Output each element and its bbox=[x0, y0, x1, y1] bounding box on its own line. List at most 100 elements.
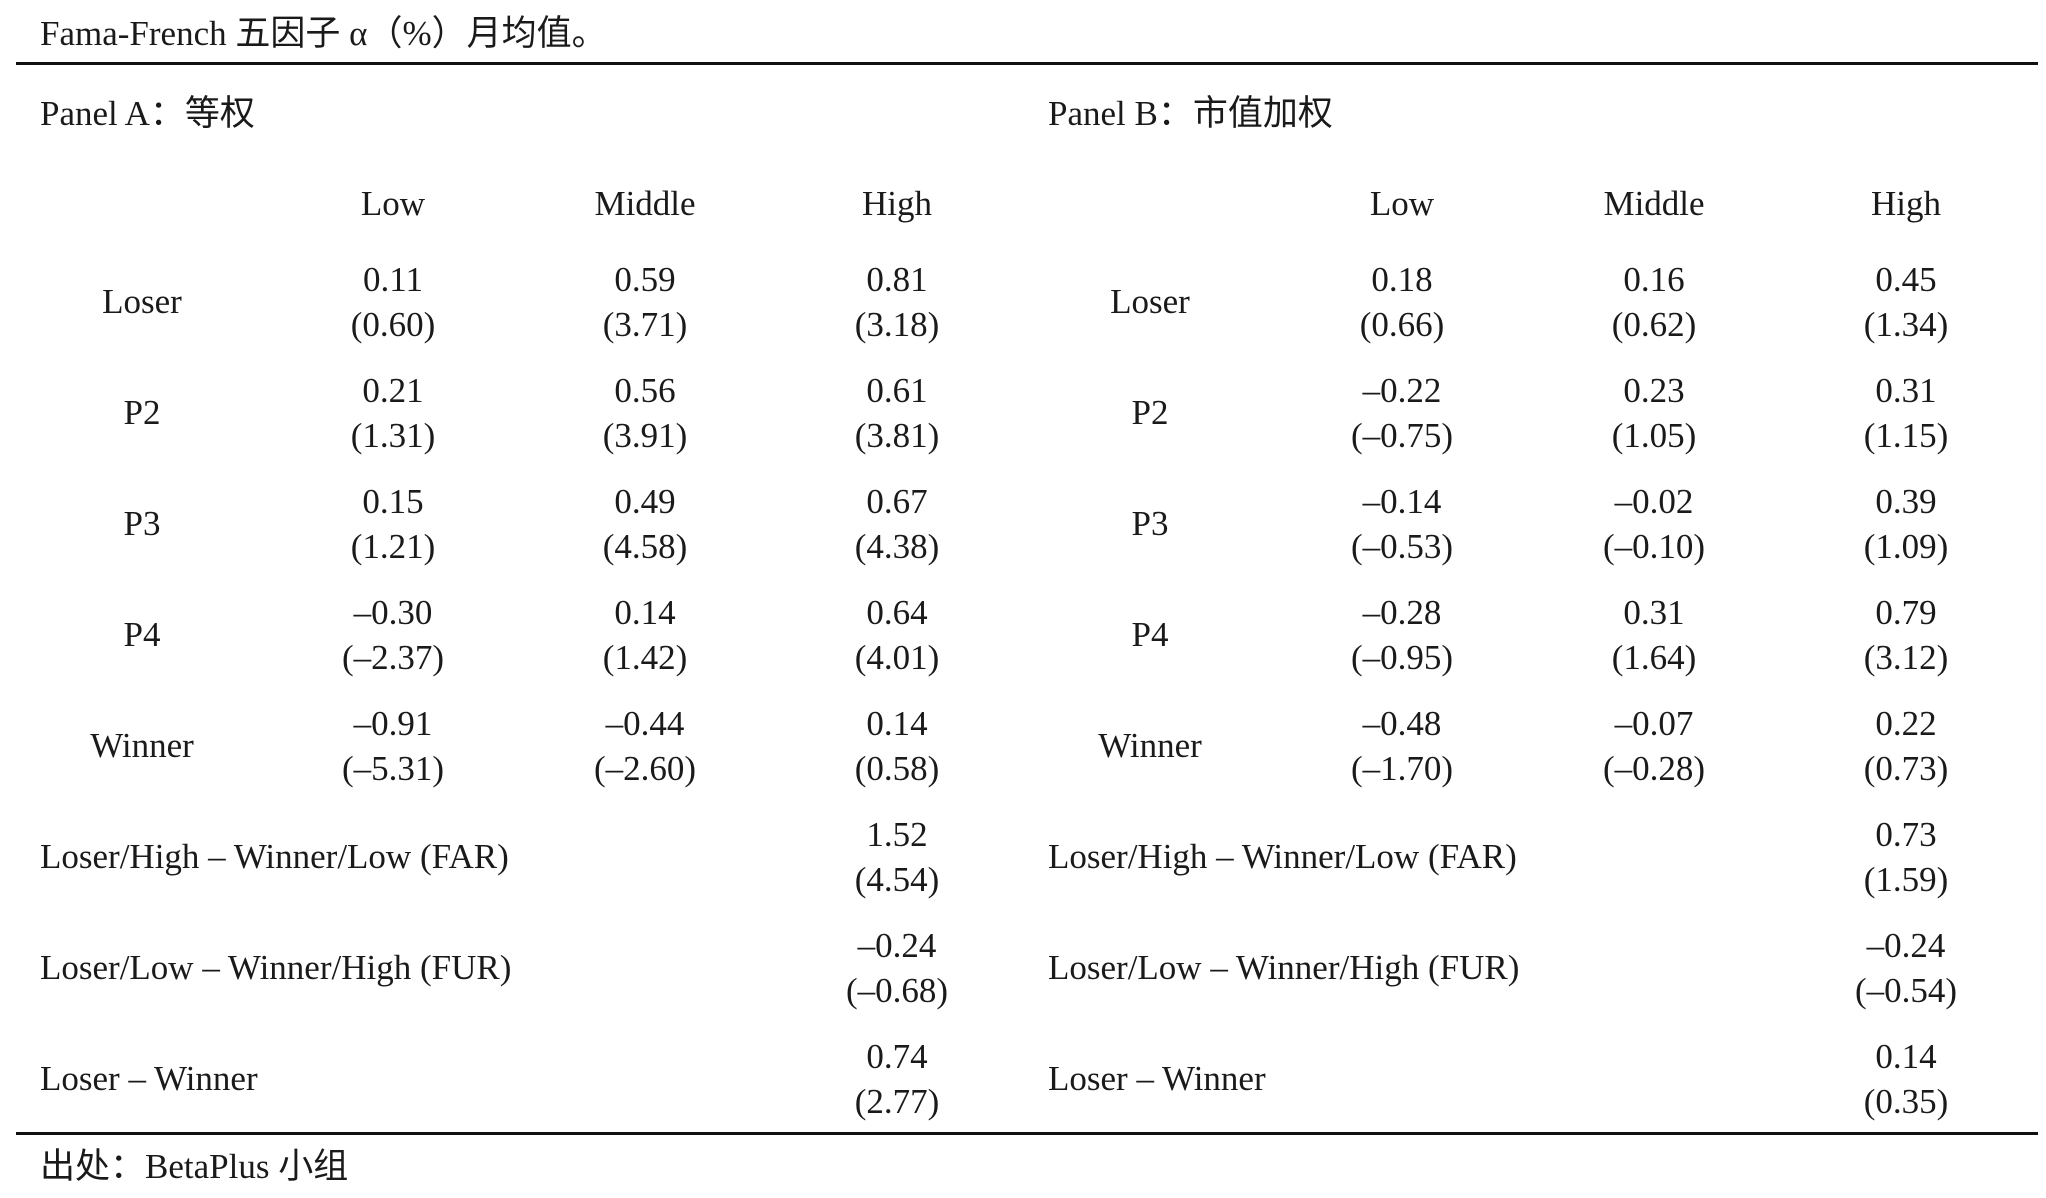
row-label: P3 bbox=[123, 504, 161, 543]
cell-value: 0.45 bbox=[1875, 260, 1937, 299]
cell-value: 0.49 bbox=[614, 482, 676, 521]
row-label: P2 bbox=[1131, 393, 1169, 432]
cell-tstat: (1.42) bbox=[602, 638, 688, 677]
cell-tstat: (–0.28) bbox=[1602, 749, 1706, 788]
cell-value: 0.81 bbox=[866, 260, 928, 299]
summary-label: Loser/Low – Winner/High (FUR) bbox=[1048, 948, 1520, 987]
cell-value: 0.31 bbox=[1875, 371, 1937, 410]
cell-tstat: (1.15) bbox=[1863, 416, 1949, 455]
row-label: Loser bbox=[1110, 282, 1190, 321]
cell-value: –0.28 bbox=[1362, 593, 1442, 632]
cell-tstat: (4.38) bbox=[854, 527, 940, 566]
cell-tstat: (1.21) bbox=[350, 527, 436, 566]
cell-tstat: (0.62) bbox=[1611, 305, 1697, 344]
cell-value: –0.30 bbox=[353, 593, 433, 632]
bottom-rule bbox=[16, 1132, 2038, 1135]
cell-value: 0.67 bbox=[866, 482, 928, 521]
row-label: Winner bbox=[90, 726, 194, 765]
panel-title: Panel B：市值加权 bbox=[1048, 94, 1333, 133]
summary-tstat: (–0.54) bbox=[1854, 971, 1958, 1010]
cell-tstat: (1.05) bbox=[1611, 416, 1697, 455]
row-label: Loser bbox=[102, 282, 182, 321]
summary-tstat: (0.35) bbox=[1863, 1082, 1949, 1121]
cell-tstat: (1.34) bbox=[1863, 305, 1949, 344]
summary-label: Loser – Winner bbox=[40, 1059, 258, 1098]
cell-tstat: (–1.70) bbox=[1350, 749, 1454, 788]
cell-tstat: (–0.75) bbox=[1350, 416, 1454, 455]
column-header: Low bbox=[1369, 184, 1435, 223]
summary-value: 0.14 bbox=[1875, 1037, 1937, 1076]
cell-tstat: (0.73) bbox=[1863, 749, 1949, 788]
column-header: High bbox=[862, 184, 932, 223]
cell-value: –0.07 bbox=[1614, 704, 1694, 743]
cell-tstat: (4.58) bbox=[602, 527, 688, 566]
cell-value: –0.14 bbox=[1362, 482, 1442, 521]
cell-tstat: (–0.10) bbox=[1602, 527, 1706, 566]
cell-tstat: (1.64) bbox=[1611, 638, 1697, 677]
cell-value: 0.59 bbox=[614, 260, 676, 299]
cell-tstat: (3.18) bbox=[854, 305, 940, 344]
panel-title: Panel A：等权 bbox=[40, 94, 255, 133]
cell-value: –0.48 bbox=[1362, 704, 1442, 743]
cell-value: 0.79 bbox=[1875, 593, 1937, 632]
column-header: Middle bbox=[1603, 184, 1705, 223]
summary-tstat: (1.59) bbox=[1863, 860, 1949, 899]
cell-value: 0.39 bbox=[1875, 482, 1937, 521]
cell-tstat: (3.91) bbox=[602, 416, 688, 455]
cell-value: 0.23 bbox=[1623, 371, 1685, 410]
column-header: High bbox=[1871, 184, 1941, 223]
row-label: Winner bbox=[1098, 726, 1202, 765]
source-note: 出处：BetaPlus 小组 bbox=[40, 1147, 349, 1186]
cell-value: 0.31 bbox=[1623, 593, 1685, 632]
table-caption: Fama-French 五因子 α（%）月均值。 bbox=[40, 14, 607, 53]
cell-value: –0.91 bbox=[353, 704, 433, 743]
cell-value: –0.02 bbox=[1614, 482, 1694, 521]
cell-tstat: (0.66) bbox=[1359, 305, 1445, 344]
column-header: Middle bbox=[594, 184, 696, 223]
row-label: P4 bbox=[1131, 615, 1169, 654]
cell-value: 0.16 bbox=[1623, 260, 1685, 299]
summary-tstat: (–0.68) bbox=[845, 971, 949, 1010]
cell-value: 0.61 bbox=[866, 371, 928, 410]
cell-tstat: (3.71) bbox=[602, 305, 688, 344]
cell-tstat: (–0.53) bbox=[1350, 527, 1454, 566]
summary-label: Loser/High – Winner/Low (FAR) bbox=[40, 837, 509, 876]
column-header: Low bbox=[360, 184, 426, 223]
cell-tstat: (–0.95) bbox=[1350, 638, 1454, 677]
cell-value: –0.22 bbox=[1362, 371, 1442, 410]
summary-label: Loser/High – Winner/Low (FAR) bbox=[1048, 837, 1517, 876]
cell-tstat: (1.31) bbox=[350, 416, 436, 455]
summary-tstat: (2.77) bbox=[854, 1082, 940, 1121]
summary-value: –0.24 bbox=[1866, 926, 1946, 965]
cell-tstat: (0.60) bbox=[350, 305, 436, 344]
summary-value: –0.24 bbox=[857, 926, 937, 965]
cell-tstat: (0.58) bbox=[854, 749, 940, 788]
cell-value: 0.15 bbox=[362, 482, 424, 521]
summary-label: Loser/Low – Winner/High (FUR) bbox=[40, 948, 512, 987]
cell-tstat: (1.09) bbox=[1863, 527, 1949, 566]
row-label: P2 bbox=[123, 393, 161, 432]
summary-value: 0.73 bbox=[1875, 815, 1937, 854]
cell-value: –0.44 bbox=[605, 704, 685, 743]
cell-value: 0.64 bbox=[866, 593, 928, 632]
top-rule bbox=[16, 62, 2038, 65]
cell-tstat: (4.01) bbox=[854, 638, 940, 677]
cell-value: 0.18 bbox=[1371, 260, 1433, 299]
cell-tstat: (3.12) bbox=[1863, 638, 1949, 677]
cell-value: 0.11 bbox=[363, 260, 423, 299]
summary-value: 0.74 bbox=[866, 1037, 928, 1076]
cell-tstat: (–2.60) bbox=[593, 749, 697, 788]
cell-value: 0.22 bbox=[1875, 704, 1937, 743]
row-label: P3 bbox=[1131, 504, 1169, 543]
cell-value: 0.56 bbox=[614, 371, 676, 410]
row-label: P4 bbox=[123, 615, 161, 654]
cell-tstat: (–2.37) bbox=[341, 638, 445, 677]
summary-value: 1.52 bbox=[866, 815, 928, 854]
cell-value: 0.14 bbox=[866, 704, 928, 743]
cell-value: 0.14 bbox=[614, 593, 676, 632]
summary-tstat: (4.54) bbox=[854, 860, 940, 899]
cell-tstat: (3.81) bbox=[854, 416, 940, 455]
cell-value: 0.21 bbox=[362, 371, 424, 410]
cell-tstat: (–5.31) bbox=[341, 749, 445, 788]
summary-label: Loser – Winner bbox=[1048, 1059, 1266, 1098]
